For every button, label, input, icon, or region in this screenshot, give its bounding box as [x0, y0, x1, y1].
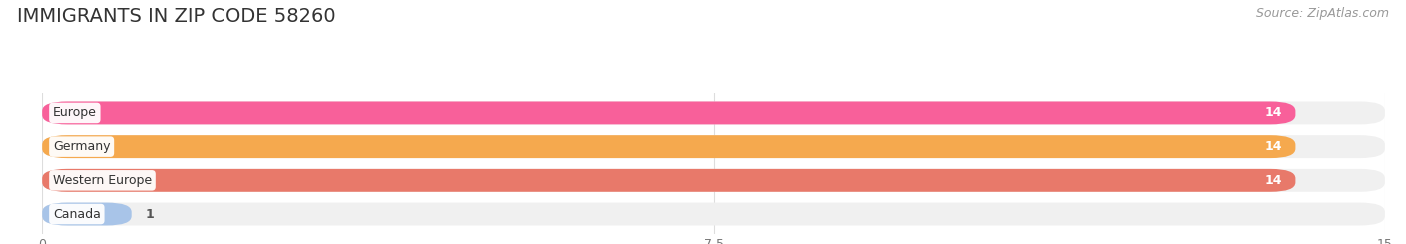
FancyBboxPatch shape	[42, 102, 1295, 124]
Text: Western Europe: Western Europe	[53, 174, 152, 187]
Text: 14: 14	[1264, 174, 1282, 187]
FancyBboxPatch shape	[42, 135, 1385, 158]
Text: Canada: Canada	[53, 208, 101, 221]
FancyBboxPatch shape	[42, 203, 132, 225]
FancyBboxPatch shape	[42, 169, 1295, 192]
Text: 1: 1	[145, 208, 153, 221]
Text: 14: 14	[1264, 106, 1282, 119]
FancyBboxPatch shape	[42, 135, 1295, 158]
Text: Germany: Germany	[53, 140, 111, 153]
FancyBboxPatch shape	[42, 102, 1385, 124]
FancyBboxPatch shape	[42, 169, 1385, 192]
Text: Source: ZipAtlas.com: Source: ZipAtlas.com	[1256, 7, 1389, 20]
FancyBboxPatch shape	[42, 203, 1385, 225]
Text: IMMIGRANTS IN ZIP CODE 58260: IMMIGRANTS IN ZIP CODE 58260	[17, 7, 336, 26]
Text: 14: 14	[1264, 140, 1282, 153]
Text: Europe: Europe	[53, 106, 97, 119]
